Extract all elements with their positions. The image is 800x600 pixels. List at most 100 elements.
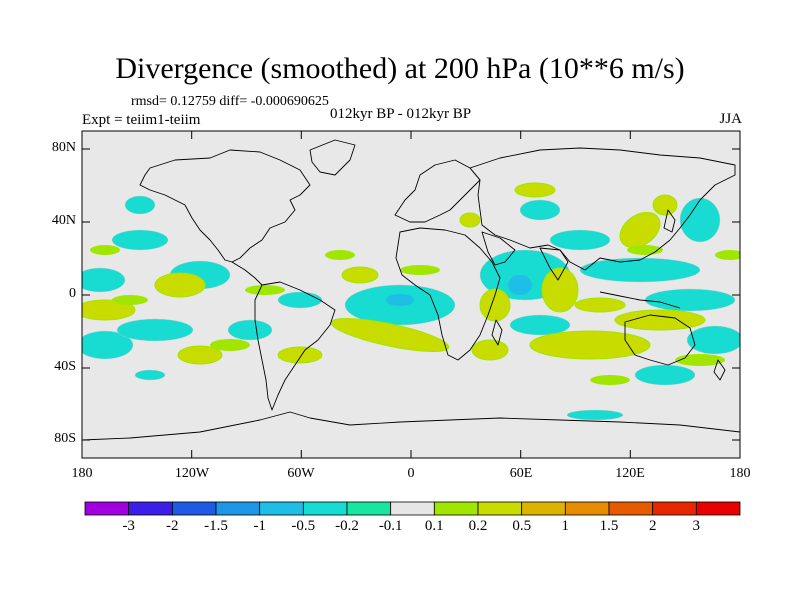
coastline-australia — [624, 314, 696, 366]
lon-label-60e: 60E — [509, 466, 533, 481]
field-blob — [590, 375, 630, 385]
field-blob — [614, 309, 706, 331]
field-blob — [82, 267, 126, 293]
colorbar-swatch — [608, 501, 654, 516]
colorbar-label: 1.5 — [599, 518, 619, 534]
field-blob — [82, 330, 134, 360]
field-blob — [277, 346, 323, 364]
plot-title: Divergence (smoothed) at 200 hPa (10**6 … — [115, 52, 685, 85]
lat-label-0: 0 — [69, 286, 76, 301]
colorbar-swatch — [259, 501, 304, 516]
field-blob — [116, 318, 194, 342]
field-blob — [227, 319, 273, 341]
coastline-north-america — [139, 149, 311, 263]
colorbar-label: -1 — [253, 518, 266, 534]
field-blob — [574, 297, 626, 313]
coastline-greenland — [309, 139, 356, 176]
field-blob — [634, 364, 696, 386]
field-blob — [529, 330, 651, 360]
coastline-india — [539, 247, 569, 281]
field-blob — [514, 182, 556, 198]
field-blob — [210, 339, 250, 351]
lat-label-80n: 80N — [51, 140, 76, 155]
lon-label-180w: 180 — [71, 466, 93, 481]
field-blob — [508, 275, 532, 295]
field-blob — [245, 285, 285, 295]
coastline-south-america — [254, 281, 336, 411]
field-blob — [111, 229, 169, 251]
field-blob — [325, 250, 355, 260]
colorbar-swatch — [695, 501, 741, 516]
colorbar-swatch — [302, 501, 348, 516]
colorbar-label: -0.5 — [291, 518, 316, 534]
lon-ticks — [191, 131, 631, 458]
lon-label-120w: 120W — [174, 466, 210, 481]
lon-label-180e: 180 — [729, 466, 751, 481]
field-blob — [619, 211, 661, 249]
coastline-antarctica — [82, 411, 740, 441]
field-blob — [459, 212, 481, 228]
coastline-central-america — [231, 261, 263, 286]
period-label: 012kyr BP - 012kyr BP — [330, 106, 472, 122]
field-blob — [154, 272, 206, 298]
colorbar-label: -2 — [166, 518, 179, 534]
field-blob — [679, 197, 721, 243]
colorbar-label: 0.2 — [468, 518, 488, 534]
stats-line: rmsd= 0.12759 diff= -0.000690625 — [131, 94, 329, 109]
coastline-madagascar — [491, 319, 503, 346]
experiment-label: Expt = teiim1-teiim — [82, 112, 201, 128]
coastline-new-zealand — [713, 359, 726, 381]
colorbar-label: -0.2 — [335, 518, 359, 534]
field-blob — [330, 318, 450, 352]
field-blob — [579, 257, 701, 283]
colorbar-swatch — [564, 501, 610, 516]
lon-label-120e: 120E — [615, 466, 645, 481]
field-blob — [341, 266, 379, 284]
lon-label-0: 0 — [407, 466, 415, 481]
field-blob — [644, 288, 736, 312]
colorbar-swatch — [652, 501, 697, 516]
colorbar-label: -3 — [122, 518, 135, 534]
coastlines — [82, 139, 740, 441]
coastline-japan — [663, 209, 676, 233]
field-blob — [715, 250, 740, 260]
colorbar-swatch — [128, 501, 173, 516]
colorbar-swatch — [215, 501, 261, 516]
coastline-asia — [469, 147, 736, 271]
colorbar-swatch — [521, 501, 566, 516]
field-blob — [686, 325, 740, 355]
colorbar-swatch — [346, 501, 392, 516]
colorbar-label: -0.1 — [378, 518, 403, 534]
field-blob — [386, 294, 414, 306]
colorbar-swatch — [433, 501, 479, 516]
field-blob — [549, 229, 611, 251]
field-blob — [509, 314, 571, 336]
field-blob — [566, 409, 624, 421]
colorbar-swatch — [477, 501, 523, 516]
field-blob — [90, 245, 120, 255]
colorbar-swatch — [84, 501, 130, 516]
lat-label-40s: 40S — [54, 359, 76, 374]
field-blob — [277, 291, 323, 309]
divergence-field — [82, 182, 740, 421]
colorbar-label: -1.5 — [204, 518, 228, 534]
field-blob — [400, 265, 440, 275]
lat-label-40n: 40N — [51, 213, 76, 228]
field-blob — [124, 195, 156, 215]
field-blob — [82, 299, 136, 321]
colorbar-label: 2 — [648, 518, 657, 534]
field-blob — [177, 345, 223, 365]
field-blob — [112, 295, 148, 305]
colorbar-label: 0.5 — [512, 518, 532, 534]
field-blob — [675, 354, 725, 366]
lon-label-60w: 60W — [287, 466, 315, 481]
field-blob — [471, 339, 509, 361]
field-blob — [519, 199, 561, 221]
lat-ticks — [82, 148, 740, 441]
coastline-africa — [395, 227, 501, 361]
season-label: JJA — [719, 111, 742, 127]
field-blob — [652, 194, 678, 216]
colorbar-label: 3 — [692, 518, 701, 534]
lat-label-80s: 80S — [54, 431, 76, 446]
field-blob — [134, 369, 166, 381]
